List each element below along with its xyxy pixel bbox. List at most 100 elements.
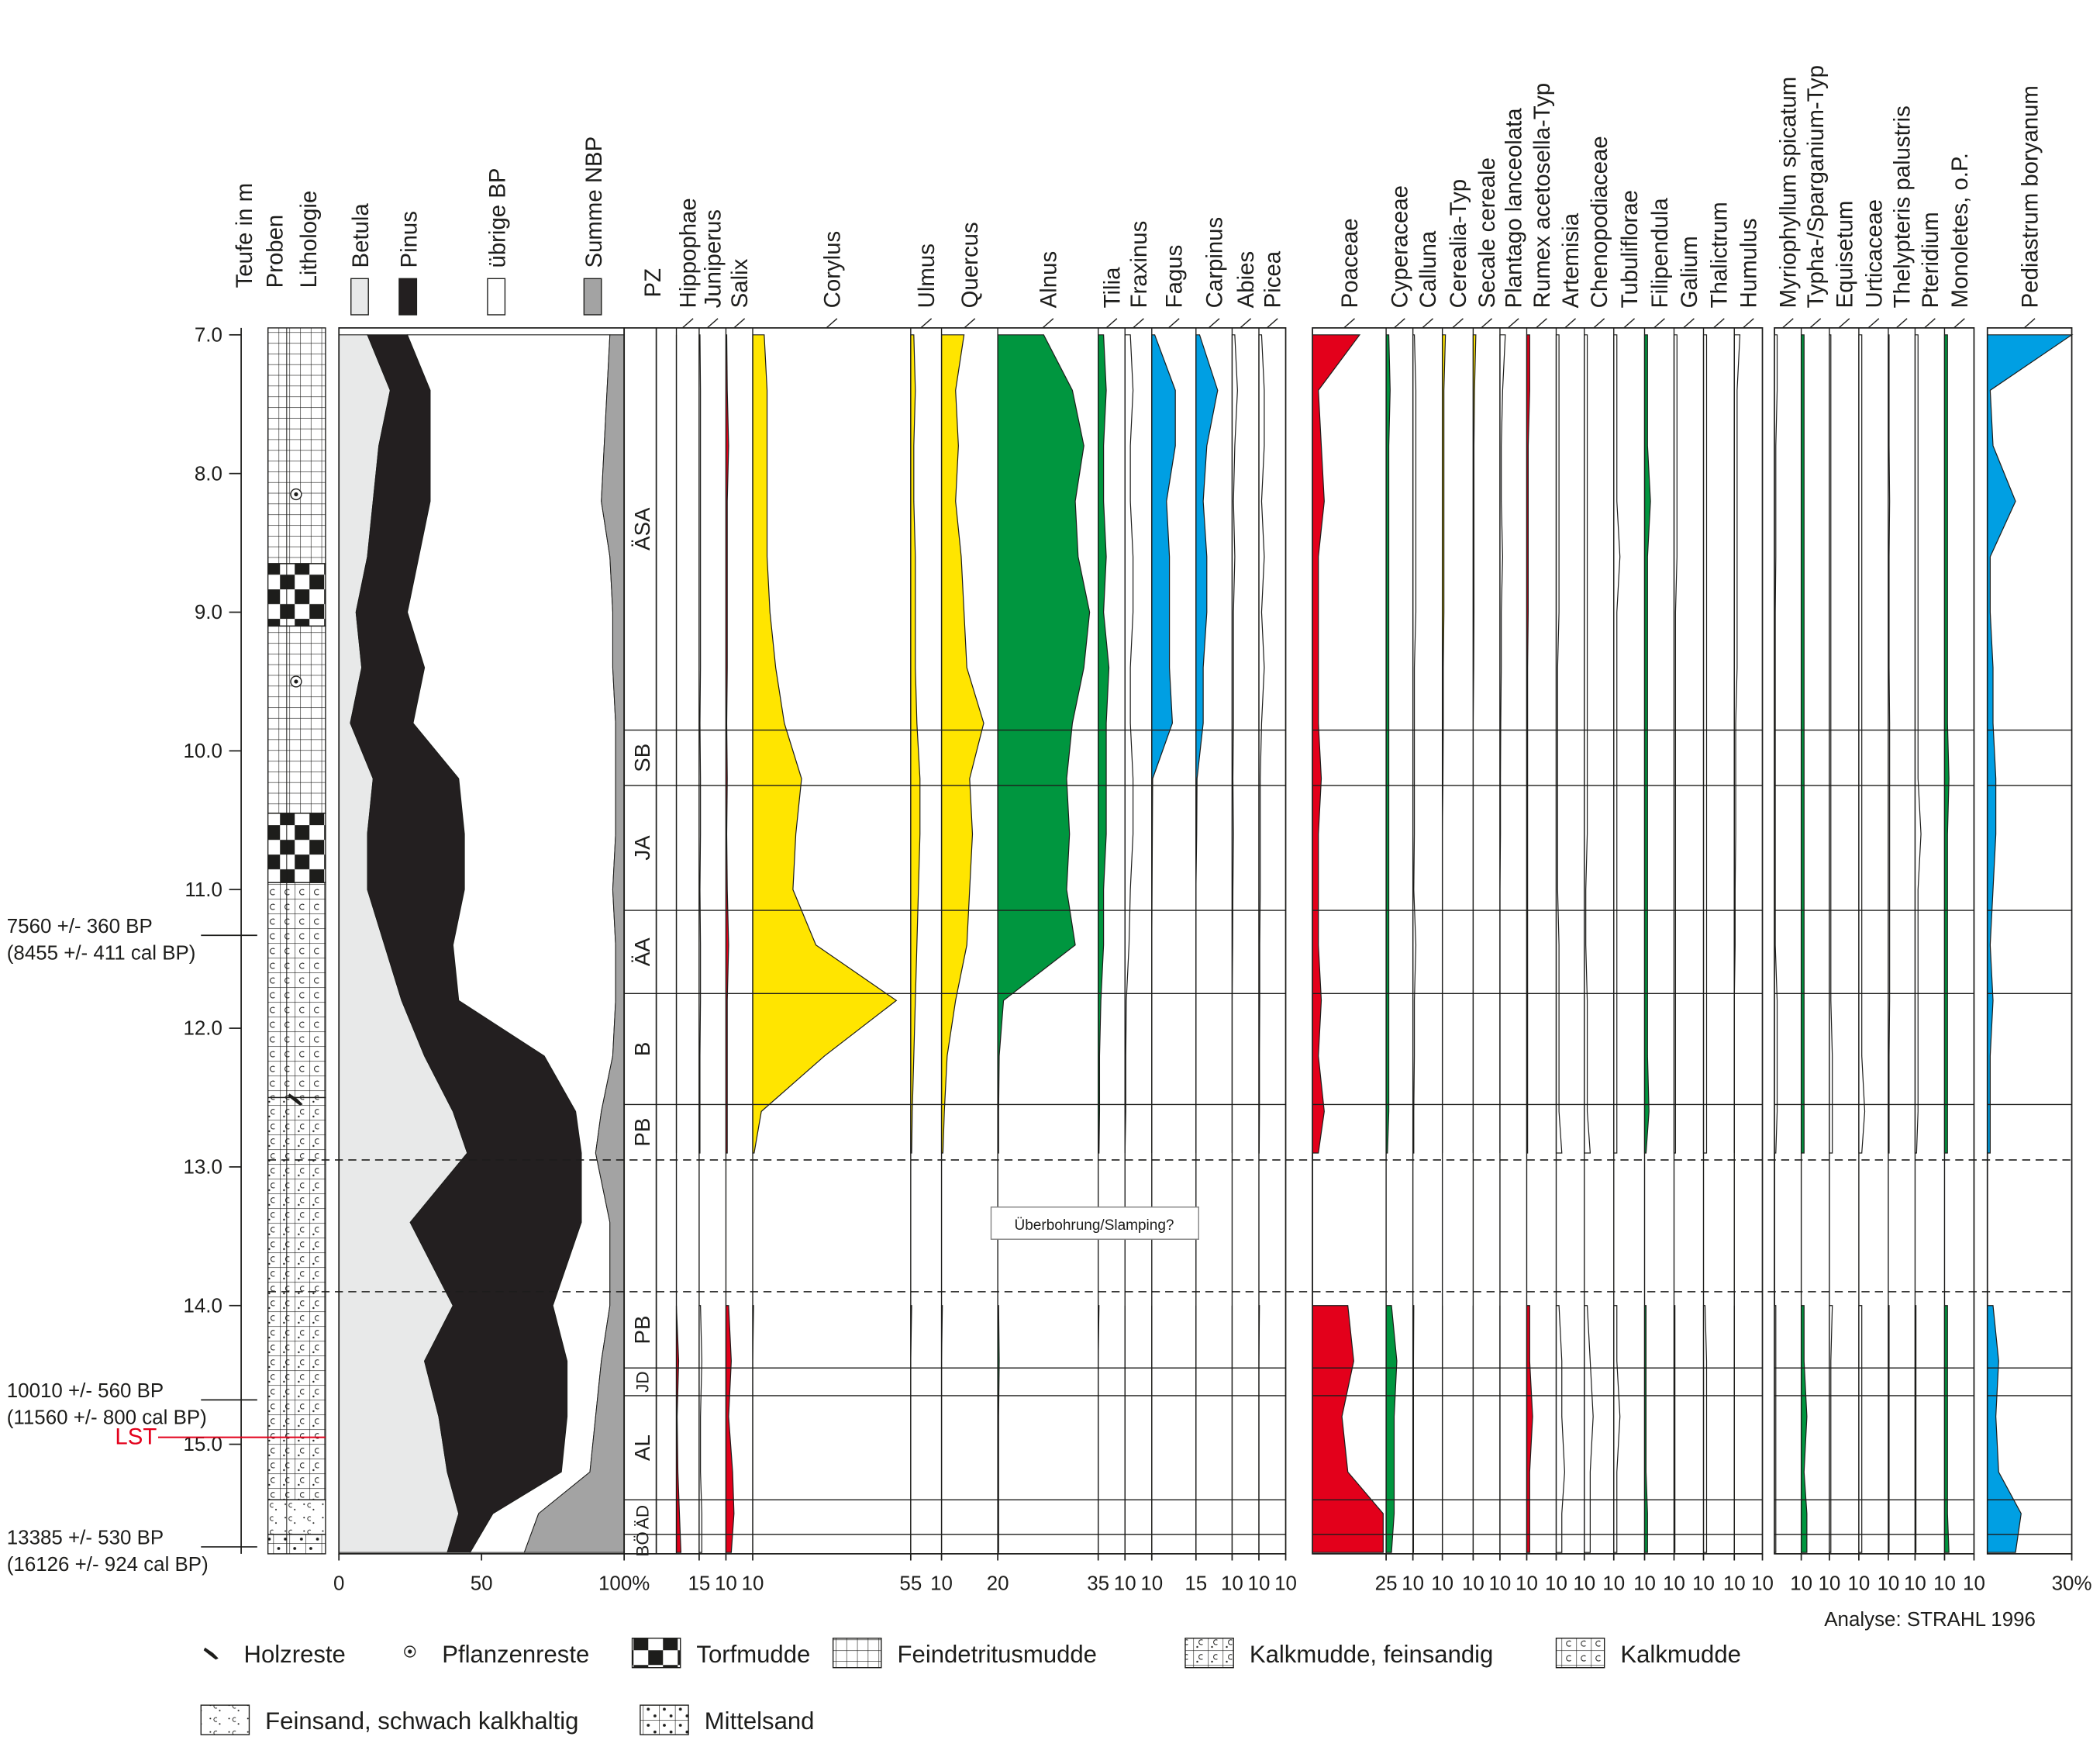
x-tick-label: 10 [1790, 1573, 1812, 1595]
taxon-curve [1987, 334, 2074, 1553]
x-tick-label: 10 [1751, 1573, 1774, 1595]
taxon-curve [675, 334, 682, 1553]
header-tick [1042, 318, 1054, 329]
taxon-header: Fagus [1162, 245, 1188, 309]
x-tick-label: 15 [688, 1573, 710, 1595]
y-tick-label: 7.0 [195, 324, 222, 346]
taxon-header: Alnus [1036, 251, 1061, 308]
taxon-header: Tilia [1099, 267, 1125, 308]
taxon-curve [997, 334, 1091, 1553]
taxon-header: Pteridium [1918, 212, 1943, 308]
lithology-inclusion [288, 1093, 303, 1106]
legend-swatch [1555, 1638, 1605, 1669]
taxon-curve [1643, 334, 1651, 1553]
taxon-curve [1801, 334, 1808, 1553]
y-tick-label: 8.0 [195, 463, 222, 485]
lithology-layer [267, 563, 326, 627]
header-tick [706, 318, 719, 329]
taxon-header: Picea [1260, 250, 1286, 308]
taxon-header: Juniperus [701, 209, 726, 308]
taxon-curve [1098, 334, 1110, 1553]
header-tick [1564, 318, 1576, 329]
x-tick-label: 0 [333, 1573, 344, 1595]
zone-label: SB [630, 744, 654, 772]
x-tick-label: 10 [1818, 1573, 1840, 1595]
taxon-curve [1943, 334, 1950, 1553]
legend-label: Kalkmudde, feinsandig [1250, 1641, 1493, 1668]
zone-label: ÄD [633, 1505, 652, 1529]
taxon-curve [1151, 334, 1176, 1553]
taxon-curve [1733, 334, 1741, 1553]
x-tick-label: 10 [1431, 1573, 1453, 1595]
zone-label: JA [630, 835, 654, 861]
x-tick-label: 10 [1402, 1573, 1424, 1595]
taxon-curve [1858, 334, 1866, 1553]
header-tick [1895, 318, 1908, 329]
legend-label: Feinsand, schwach kalkhaltig [265, 1707, 578, 1735]
y-tick-label: 9.0 [195, 602, 222, 623]
taxon-header: Pediastrum boryanum [2018, 85, 2043, 308]
x-tick-label: 10 [1663, 1573, 1685, 1595]
zone-label: JD [633, 1371, 652, 1392]
legend-swatch [398, 278, 418, 316]
taxon-header: Ulmus [914, 243, 940, 308]
legend-symbol [203, 1647, 219, 1660]
taxon-header: Thalictrum [1707, 202, 1733, 308]
x-tick-label: 10 [1723, 1573, 1746, 1595]
legend-label: Mittelsand [705, 1707, 815, 1735]
series-header: Summe NBP [581, 136, 607, 268]
legend-swatch [200, 1704, 250, 1735]
header-tick [1653, 318, 1665, 329]
legend-symbol [404, 1645, 416, 1658]
lithology-layer [267, 1534, 326, 1555]
lithology-inclusion [290, 488, 302, 501]
header-tick [1593, 318, 1605, 329]
header-tick [1422, 318, 1434, 329]
header-tick [1208, 318, 1220, 329]
taxon-header: Secale cereale [1474, 157, 1500, 308]
taxon-header: Calluna [1416, 230, 1441, 308]
header-tick [1838, 318, 1850, 329]
zone-label: ÄA [630, 937, 654, 966]
taxon-curve [1385, 334, 1398, 1553]
date-label: 13385 +/- 530 BP [7, 1527, 164, 1548]
taxon-header: Chenopodiaceae [1587, 136, 1612, 308]
zone-title: PZ [640, 268, 666, 298]
y-tick-label: 12.0 [183, 1018, 222, 1040]
lst-label: LST [115, 1424, 157, 1449]
lithology-layer [267, 625, 326, 814]
header-tick [1452, 318, 1464, 329]
x-tick-label: 50 [471, 1573, 493, 1595]
taxon-header: Myriophyllum spicatum [1776, 77, 1802, 309]
zone-label: B [630, 1042, 654, 1056]
x-tick-label: 10 [1221, 1573, 1243, 1595]
header-tick [1240, 318, 1252, 329]
legend-swatch [487, 278, 506, 316]
header-tick [1743, 318, 1754, 329]
x-tick-label: 10 [742, 1573, 764, 1595]
x-tick-label: 10 [1462, 1573, 1484, 1595]
x-tick-label: 10 [1602, 1573, 1625, 1595]
zone-label: AL [630, 1434, 654, 1461]
zone-label: PB [630, 1316, 654, 1345]
taxon-header: Abies [1233, 251, 1259, 308]
header-tick [1781, 318, 1794, 329]
header-tick [826, 318, 838, 329]
header-tick [1133, 318, 1144, 329]
header-tick [1167, 318, 1180, 329]
taxon-curve [1613, 334, 1621, 1553]
y-tick-label: 11.0 [184, 879, 222, 901]
x-tick-label: 35 [1087, 1573, 1109, 1595]
legend-label: Holzreste [244, 1641, 346, 1668]
legend-label: Torfmudde [696, 1641, 810, 1668]
taxon-header: Poaceae [1337, 218, 1363, 308]
header-tick [1713, 318, 1725, 329]
header-tick [964, 318, 976, 329]
header-tick [1683, 318, 1695, 329]
y-tick-label: 10.0 [183, 741, 222, 762]
x-tick-label: 10 [1114, 1573, 1136, 1595]
lithology-title: Lithologie [296, 191, 322, 288]
taxon-curve [1584, 334, 1594, 1553]
